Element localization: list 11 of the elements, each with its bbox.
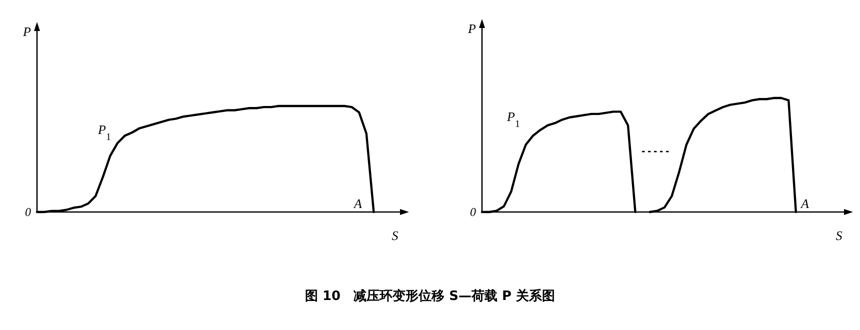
x-axis-title: S	[836, 228, 843, 243]
text: 0	[25, 205, 31, 219]
annotation: P$_{1}$	[97, 122, 111, 142]
text: 图 10 减压环变形位移 S—荷载 P 关系图	[304, 288, 556, 305]
x-axis-title: S	[392, 228, 399, 243]
y-axis-title: P	[467, 21, 476, 36]
annotation: P$_{1}$	[506, 109, 520, 130]
annotation: A	[800, 196, 809, 211]
y-axis-title: P	[22, 24, 32, 39]
annotation: A	[353, 196, 362, 211]
text: 0	[470, 205, 476, 219]
